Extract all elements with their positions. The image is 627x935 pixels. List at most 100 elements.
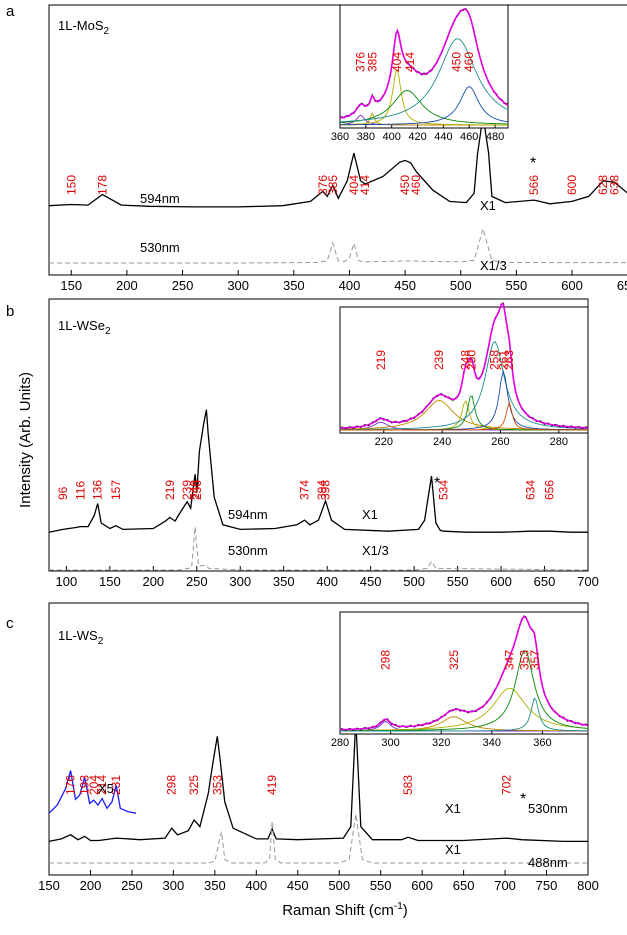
inset-peak-label: 357 xyxy=(528,650,542,670)
sample-name: 1L-WS2 xyxy=(58,628,104,647)
x-tick-label: 350 xyxy=(273,574,295,589)
x-tick-label: 550 xyxy=(506,278,528,293)
label-530nm: 530nm xyxy=(140,240,180,255)
inset-component xyxy=(340,687,589,731)
scale-x5: X5 xyxy=(98,781,114,796)
inset-peak-label: 385 xyxy=(365,52,379,72)
x-tick-label: 300 xyxy=(227,278,249,293)
x-tick-label: 150 xyxy=(60,278,82,293)
silicon-peak-star: * xyxy=(530,155,536,172)
inset-component xyxy=(339,90,508,125)
inset-component xyxy=(340,697,589,732)
peak-label: 353 xyxy=(210,775,224,795)
peak-label: 702 xyxy=(500,775,514,795)
x-tick-label: 250 xyxy=(172,278,194,293)
inset-tick-label: 360 xyxy=(533,737,551,749)
inset-component xyxy=(340,38,509,123)
x-axis-label-sup: -1 xyxy=(394,901,403,912)
inset-fit-envelope xyxy=(339,302,589,429)
x-tick-label: 300 xyxy=(229,574,251,589)
panel-letter: b xyxy=(6,303,14,320)
inset-tick-label: 300 xyxy=(381,737,399,749)
x-tick-label: 150 xyxy=(38,878,60,893)
inset-peak-label: 258 xyxy=(488,350,502,370)
panels: 150 200 250 300 350 400 450 500 550 600 650 700 750 8… xyxy=(6,3,627,893)
inset-peak-label: 414 xyxy=(403,52,417,72)
x-tick-label: 100 xyxy=(56,574,78,589)
inset-tick-label: 400 xyxy=(383,131,401,143)
scale-594nm: X1 xyxy=(362,507,378,522)
peak-label: 298 xyxy=(165,775,179,795)
inset-tick-label: 460 xyxy=(460,131,478,143)
peak-label: 600 xyxy=(565,175,579,195)
inset-peak-label: 325 xyxy=(447,650,461,670)
peak-label: 178 xyxy=(95,175,109,195)
x-tick-label: 450 xyxy=(394,278,416,293)
x-tick-label: 500 xyxy=(450,278,472,293)
inset-tick-label: 320 xyxy=(432,737,450,749)
peak-label: 634 xyxy=(524,480,538,500)
sample-name: 1L-WSe2 xyxy=(58,318,111,337)
x-tick-label: 350 xyxy=(283,278,305,293)
x-tick-label: 600 xyxy=(490,574,512,589)
inset-peak-label: 239 xyxy=(432,350,446,370)
peak-label: 231 xyxy=(109,775,123,795)
scale-530nm: X1/3 xyxy=(480,258,507,273)
inset-peak-label: 248 xyxy=(458,350,472,370)
x-tick-label: 500 xyxy=(403,574,425,589)
inset-tick-label: 220 xyxy=(375,436,393,448)
x-tick-label: 700 xyxy=(494,878,516,893)
scale-530nm: X1 xyxy=(445,801,461,816)
peak-label: 248 xyxy=(188,480,202,500)
x-tick-label: 250 xyxy=(186,574,208,589)
inset-peak-label: 219 xyxy=(374,350,388,370)
inset-peak-label: 261 xyxy=(496,350,510,370)
peak-label: 376 xyxy=(316,175,330,195)
sample-name-sub: 2 xyxy=(105,326,111,337)
inset-peak-label: 250 xyxy=(464,350,478,370)
peak-label: 219 xyxy=(163,480,177,500)
x-tick-label: 600 xyxy=(561,278,583,293)
x-tick-label: 400 xyxy=(245,878,267,893)
x-tick-label: 200 xyxy=(142,574,164,589)
x-axis-label-main: Raman Shift (cm xyxy=(282,902,394,919)
inset-tick-label: 480 xyxy=(486,131,504,143)
sample-name-main: 1L-MoS xyxy=(58,18,104,33)
peak-label: 583 xyxy=(401,775,415,795)
inset-tick-label: 240 xyxy=(433,436,451,448)
peak-label: 534 xyxy=(437,480,451,500)
peak-label: 250 xyxy=(190,480,204,500)
x-tick-label: 550 xyxy=(447,574,469,589)
x-tick-label: 650 xyxy=(534,574,556,589)
inset-frame xyxy=(339,611,589,735)
peak-label: 566 xyxy=(527,175,541,195)
peak-label: 638 xyxy=(607,175,621,195)
x-tick-label: 650 xyxy=(453,878,475,893)
peak-label: 398 xyxy=(318,480,332,500)
panel-b: 100 150 200 250 300 350 400 450 500 550 600 650 700 9… xyxy=(6,298,599,589)
peak-label: 385 xyxy=(326,175,340,195)
inset-tick-label: 360 xyxy=(331,131,349,143)
inset-peak-label: 376 xyxy=(354,52,368,72)
peak-label: 150 xyxy=(64,175,78,195)
peak-label: 414 xyxy=(358,175,372,195)
inset-peak-label: 460 xyxy=(462,52,476,72)
x-tick-label: 750 xyxy=(536,878,558,893)
peak-label: 450 xyxy=(398,175,412,195)
peak-label: 394 xyxy=(315,480,329,500)
series-594nm-X1 xyxy=(48,115,627,208)
panel-c: 150 200 250 300 350 400 450 500 550 600 650 700 750 8… xyxy=(6,602,599,893)
inset-tick-label: 420 xyxy=(408,131,426,143)
inset-component xyxy=(340,86,509,126)
inset-peak-label: 404 xyxy=(390,52,404,72)
peak-label: 204 xyxy=(87,775,101,795)
peak-label: 628 xyxy=(596,175,610,195)
inset-tick-label: 340 xyxy=(483,737,501,749)
peak-label: 419 xyxy=(265,775,279,795)
label-530nm: 530nm xyxy=(528,801,568,816)
sample-name-main: 1L-WS xyxy=(58,628,98,643)
scale-488nm: X1 xyxy=(445,842,461,857)
